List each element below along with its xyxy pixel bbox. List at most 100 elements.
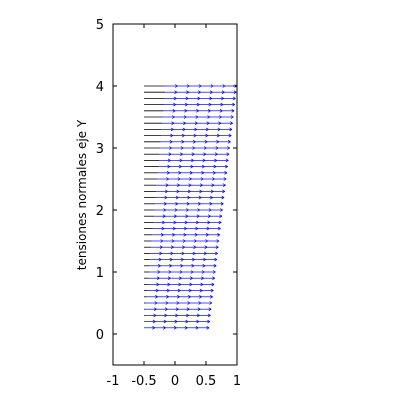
arrow-head bbox=[176, 301, 180, 305]
arrow-head bbox=[213, 263, 217, 268]
arrow-row bbox=[162, 121, 233, 126]
arrow-head bbox=[163, 208, 167, 212]
arrow-head bbox=[160, 232, 164, 237]
arrow-head bbox=[226, 152, 230, 157]
arrow-head bbox=[187, 195, 191, 200]
arrow-head bbox=[192, 139, 196, 144]
arrow-head bbox=[176, 189, 180, 194]
axis-ticks: -1 -0.5 0 0.5 1 0 1 2 3 4 5 bbox=[96, 18, 241, 389]
arrow-head bbox=[184, 226, 187, 231]
arrow-head bbox=[198, 195, 202, 200]
x-tick-label: 0.5 bbox=[196, 374, 217, 389]
arrow-head bbox=[208, 208, 212, 212]
arrow-row bbox=[144, 325, 210, 330]
arrow-head bbox=[197, 208, 201, 212]
arrow-head bbox=[203, 257, 207, 262]
arrow-head bbox=[172, 108, 176, 113]
arrow-head bbox=[201, 270, 205, 274]
arrow-head bbox=[202, 263, 206, 268]
arrow-head bbox=[225, 158, 229, 163]
arrow-head bbox=[188, 183, 192, 188]
arrow-head bbox=[190, 276, 193, 281]
arrow-head bbox=[191, 152, 195, 157]
arrow-head bbox=[171, 239, 175, 243]
arrow-head bbox=[192, 146, 196, 150]
arrow-head bbox=[209, 294, 213, 299]
arrow-head bbox=[228, 133, 232, 138]
arrow-head bbox=[207, 214, 211, 219]
y-tick-label: 4 bbox=[96, 80, 104, 95]
arrow-head bbox=[199, 294, 202, 299]
arrow-head bbox=[209, 90, 213, 95]
arrow-head bbox=[225, 164, 228, 169]
arrow-head bbox=[210, 189, 214, 194]
arrow-head bbox=[175, 201, 179, 206]
arrow-head bbox=[196, 108, 199, 113]
arrow-head bbox=[194, 121, 198, 126]
arrow-head bbox=[164, 195, 168, 200]
arrow-head bbox=[186, 313, 189, 318]
arrow-head bbox=[196, 102, 200, 107]
arrow-head bbox=[199, 288, 203, 293]
arrow-head bbox=[224, 170, 228, 175]
arrow-head bbox=[192, 257, 195, 262]
arrow-row bbox=[164, 96, 236, 101]
arrow-head bbox=[178, 276, 182, 281]
arrow-head bbox=[211, 282, 215, 287]
arrow-head bbox=[209, 301, 213, 305]
arrow-row bbox=[159, 158, 229, 163]
arrow-row bbox=[147, 288, 214, 293]
arrow-head bbox=[198, 84, 202, 88]
arrow-row bbox=[158, 164, 228, 169]
arrow-head bbox=[203, 251, 207, 256]
arrow-head bbox=[213, 164, 217, 169]
arrow-head bbox=[171, 115, 175, 119]
arrow-head bbox=[207, 108, 211, 113]
arrow-head bbox=[205, 133, 209, 138]
arrow-row bbox=[151, 245, 219, 250]
arrow-head bbox=[218, 121, 222, 126]
arrow-head bbox=[181, 139, 185, 144]
arrow-head bbox=[174, 90, 178, 95]
arrow-head bbox=[193, 245, 197, 250]
arrow-row bbox=[162, 115, 234, 119]
arrow-head bbox=[201, 276, 204, 281]
arrow-head bbox=[182, 127, 186, 132]
arrow-row bbox=[149, 263, 217, 268]
arrow-row bbox=[164, 102, 236, 107]
arrow-head bbox=[210, 84, 214, 88]
arrow-head bbox=[196, 313, 200, 318]
x-tick-label: -0.5 bbox=[131, 374, 156, 389]
arrow-head bbox=[232, 96, 236, 101]
arrow-head bbox=[159, 251, 163, 256]
arrow-head bbox=[166, 288, 170, 293]
arrow-head bbox=[177, 294, 180, 299]
arrow-head bbox=[157, 270, 161, 274]
arrow-head bbox=[173, 214, 177, 219]
x-tick-label: -1 bbox=[107, 374, 120, 389]
arrow-head bbox=[180, 146, 184, 150]
arrow-head bbox=[175, 313, 179, 318]
x-tick-label: 0 bbox=[171, 374, 179, 389]
axes-frame bbox=[112, 23, 238, 366]
arrow-head bbox=[197, 307, 201, 312]
arrow-head bbox=[169, 257, 173, 262]
arrow-head bbox=[210, 288, 214, 293]
arrow-head bbox=[159, 245, 163, 250]
arrow-head bbox=[189, 177, 192, 181]
arrow-head bbox=[207, 220, 211, 225]
arrow-head bbox=[173, 102, 177, 107]
arrow-head bbox=[186, 307, 190, 312]
arrow-row bbox=[150, 257, 218, 262]
arrow-head bbox=[216, 239, 220, 243]
arrow-head bbox=[172, 226, 176, 231]
arrow-head bbox=[166, 294, 169, 299]
arrow-head bbox=[169, 263, 172, 268]
arrow-head bbox=[153, 313, 157, 318]
arrow-row bbox=[149, 270, 216, 274]
arrow-head bbox=[205, 239, 209, 243]
arrow-head bbox=[221, 96, 224, 101]
arrow-head bbox=[193, 239, 197, 243]
arrow-head bbox=[184, 102, 188, 107]
